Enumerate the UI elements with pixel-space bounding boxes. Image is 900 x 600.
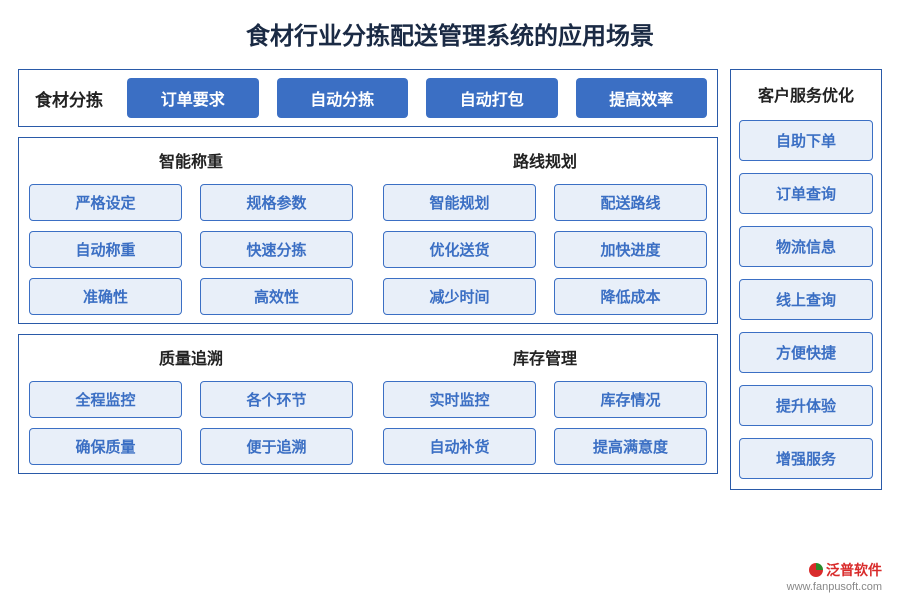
cell: 提高满意度: [554, 428, 707, 465]
cell: 严格设定: [29, 184, 182, 221]
logo-icon: [809, 563, 823, 577]
block-inventory: 库存管理 实时监控 库存情况 自动补货 提高满意度: [383, 343, 707, 465]
cell: 智能规划: [383, 184, 536, 221]
panel-quality-inventory: 质量追溯 全程监控 各个环节 确保质量 便于追溯 库存管理 实时监控 库存情况 …: [18, 334, 718, 474]
panel-sorting: 食材分拣 订单要求 自动分拣 自动打包 提高效率: [18, 69, 718, 127]
cell: 自动补货: [383, 428, 536, 465]
quality-grid: 全程监控 各个环节 确保质量 便于追溯: [29, 381, 353, 465]
diagram-title: 食材行业分拣配送管理系统的应用场景: [18, 16, 882, 51]
cell: 快速分拣: [200, 231, 353, 268]
cs-cell: 订单查询: [739, 173, 873, 214]
right-column: 客户服务优化 自助下单 订单查询 物流信息 线上查询 方便快捷 提升体验 增强服…: [730, 69, 882, 490]
footer-watermark: 泛普软件 www.fanpusoft.com: [787, 561, 882, 594]
inventory-title: 库存管理: [383, 343, 707, 373]
cell: 全程监控: [29, 381, 182, 418]
cell: 实时监控: [383, 381, 536, 418]
footer-brand: 泛普软件: [826, 561, 882, 579]
panel-weighing-routing: 智能称重 严格设定 规格参数 自动称重 快速分拣 准确性 高效性 路线规划 智能…: [18, 137, 718, 324]
sorting-pills: 订单要求 自动分拣 自动打包 提高效率: [127, 78, 707, 118]
block-quality-trace: 质量追溯 全程监控 各个环节 确保质量 便于追溯: [29, 343, 353, 465]
route-grid: 智能规划 配送路线 优化送货 加快进度 减少时间 降低成本: [383, 184, 707, 315]
route-title: 路线规划: [383, 146, 707, 176]
cell: 配送路线: [554, 184, 707, 221]
pill-auto-sort: 自动分拣: [277, 78, 409, 118]
cell: 加快进度: [554, 231, 707, 268]
pill-order-req: 订单要求: [127, 78, 259, 118]
weigh-grid: 严格设定 规格参数 自动称重 快速分拣 准确性 高效性: [29, 184, 353, 315]
block-smart-weigh: 智能称重 严格设定 规格参数 自动称重 快速分拣 准确性 高效性: [29, 146, 353, 315]
sorting-label: 食材分拣: [29, 86, 109, 111]
quality-title: 质量追溯: [29, 343, 353, 373]
cell: 各个环节: [200, 381, 353, 418]
cell: 库存情况: [554, 381, 707, 418]
cell: 确保质量: [29, 428, 182, 465]
main-layout: 食材分拣 订单要求 自动分拣 自动打包 提高效率 智能称重 严格设定 规格参数 …: [18, 69, 882, 490]
footer-url: www.fanpusoft.com: [787, 581, 882, 593]
pill-efficiency: 提高效率: [576, 78, 708, 118]
cell: 便于追溯: [200, 428, 353, 465]
cell: 高效性: [200, 278, 353, 315]
cs-cell: 提升体验: [739, 385, 873, 426]
cell: 自动称重: [29, 231, 182, 268]
panel-customer-service: 客户服务优化 自助下单 订单查询 物流信息 线上查询 方便快捷 提升体验 增强服…: [730, 69, 882, 490]
left-column: 食材分拣 订单要求 自动分拣 自动打包 提高效率 智能称重 严格设定 规格参数 …: [18, 69, 718, 490]
cell: 准确性: [29, 278, 182, 315]
inventory-grid: 实时监控 库存情况 自动补货 提高满意度: [383, 381, 707, 465]
cs-cell: 自助下单: [739, 120, 873, 161]
cs-cell: 方便快捷: [739, 332, 873, 373]
pill-auto-pack: 自动打包: [426, 78, 558, 118]
cs-title: 客户服务优化: [739, 80, 873, 108]
cs-cell: 线上查询: [739, 279, 873, 320]
weigh-title: 智能称重: [29, 146, 353, 176]
cell: 优化送货: [383, 231, 536, 268]
cell: 规格参数: [200, 184, 353, 221]
cs-cell: 增强服务: [739, 438, 873, 479]
cell: 减少时间: [383, 278, 536, 315]
block-route-plan: 路线规划 智能规划 配送路线 优化送货 加快进度 减少时间 降低成本: [383, 146, 707, 315]
cs-cell: 物流信息: [739, 226, 873, 267]
cell: 降低成本: [554, 278, 707, 315]
